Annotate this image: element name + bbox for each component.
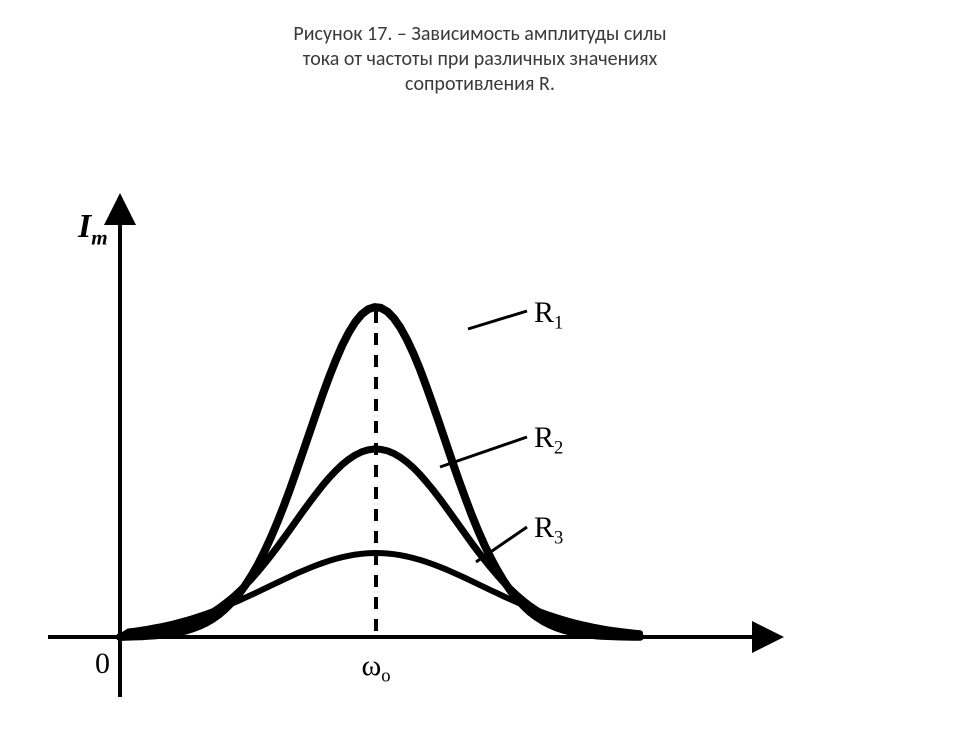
y-axis-label: Im [77, 208, 108, 249]
caption-line1: Рисунок 17. – Зависимость амплитуды силы [293, 22, 666, 46]
leader-R1 [468, 311, 527, 329]
caption-line2: тока от частоты при различных значениях [303, 47, 658, 71]
omega0-label: ωo [361, 649, 390, 687]
curve-R1 [120, 307, 640, 637]
figure-caption: Рисунок 17. – Зависимость амплитуды силы… [120, 22, 840, 97]
curve-label-R3: R3 [534, 511, 563, 549]
chart-svg: Im 0 ωo R1 R2 R3 [0, 97, 960, 717]
caption-line3: сопротивления R. [405, 72, 555, 96]
curve-label-R2: R2 [534, 421, 563, 459]
curve-label-R1: R1 [534, 296, 563, 334]
resonance-chart: Im 0 ωo R1 R2 R3 [0, 97, 960, 717]
origin-label: 0 [95, 647, 110, 680]
